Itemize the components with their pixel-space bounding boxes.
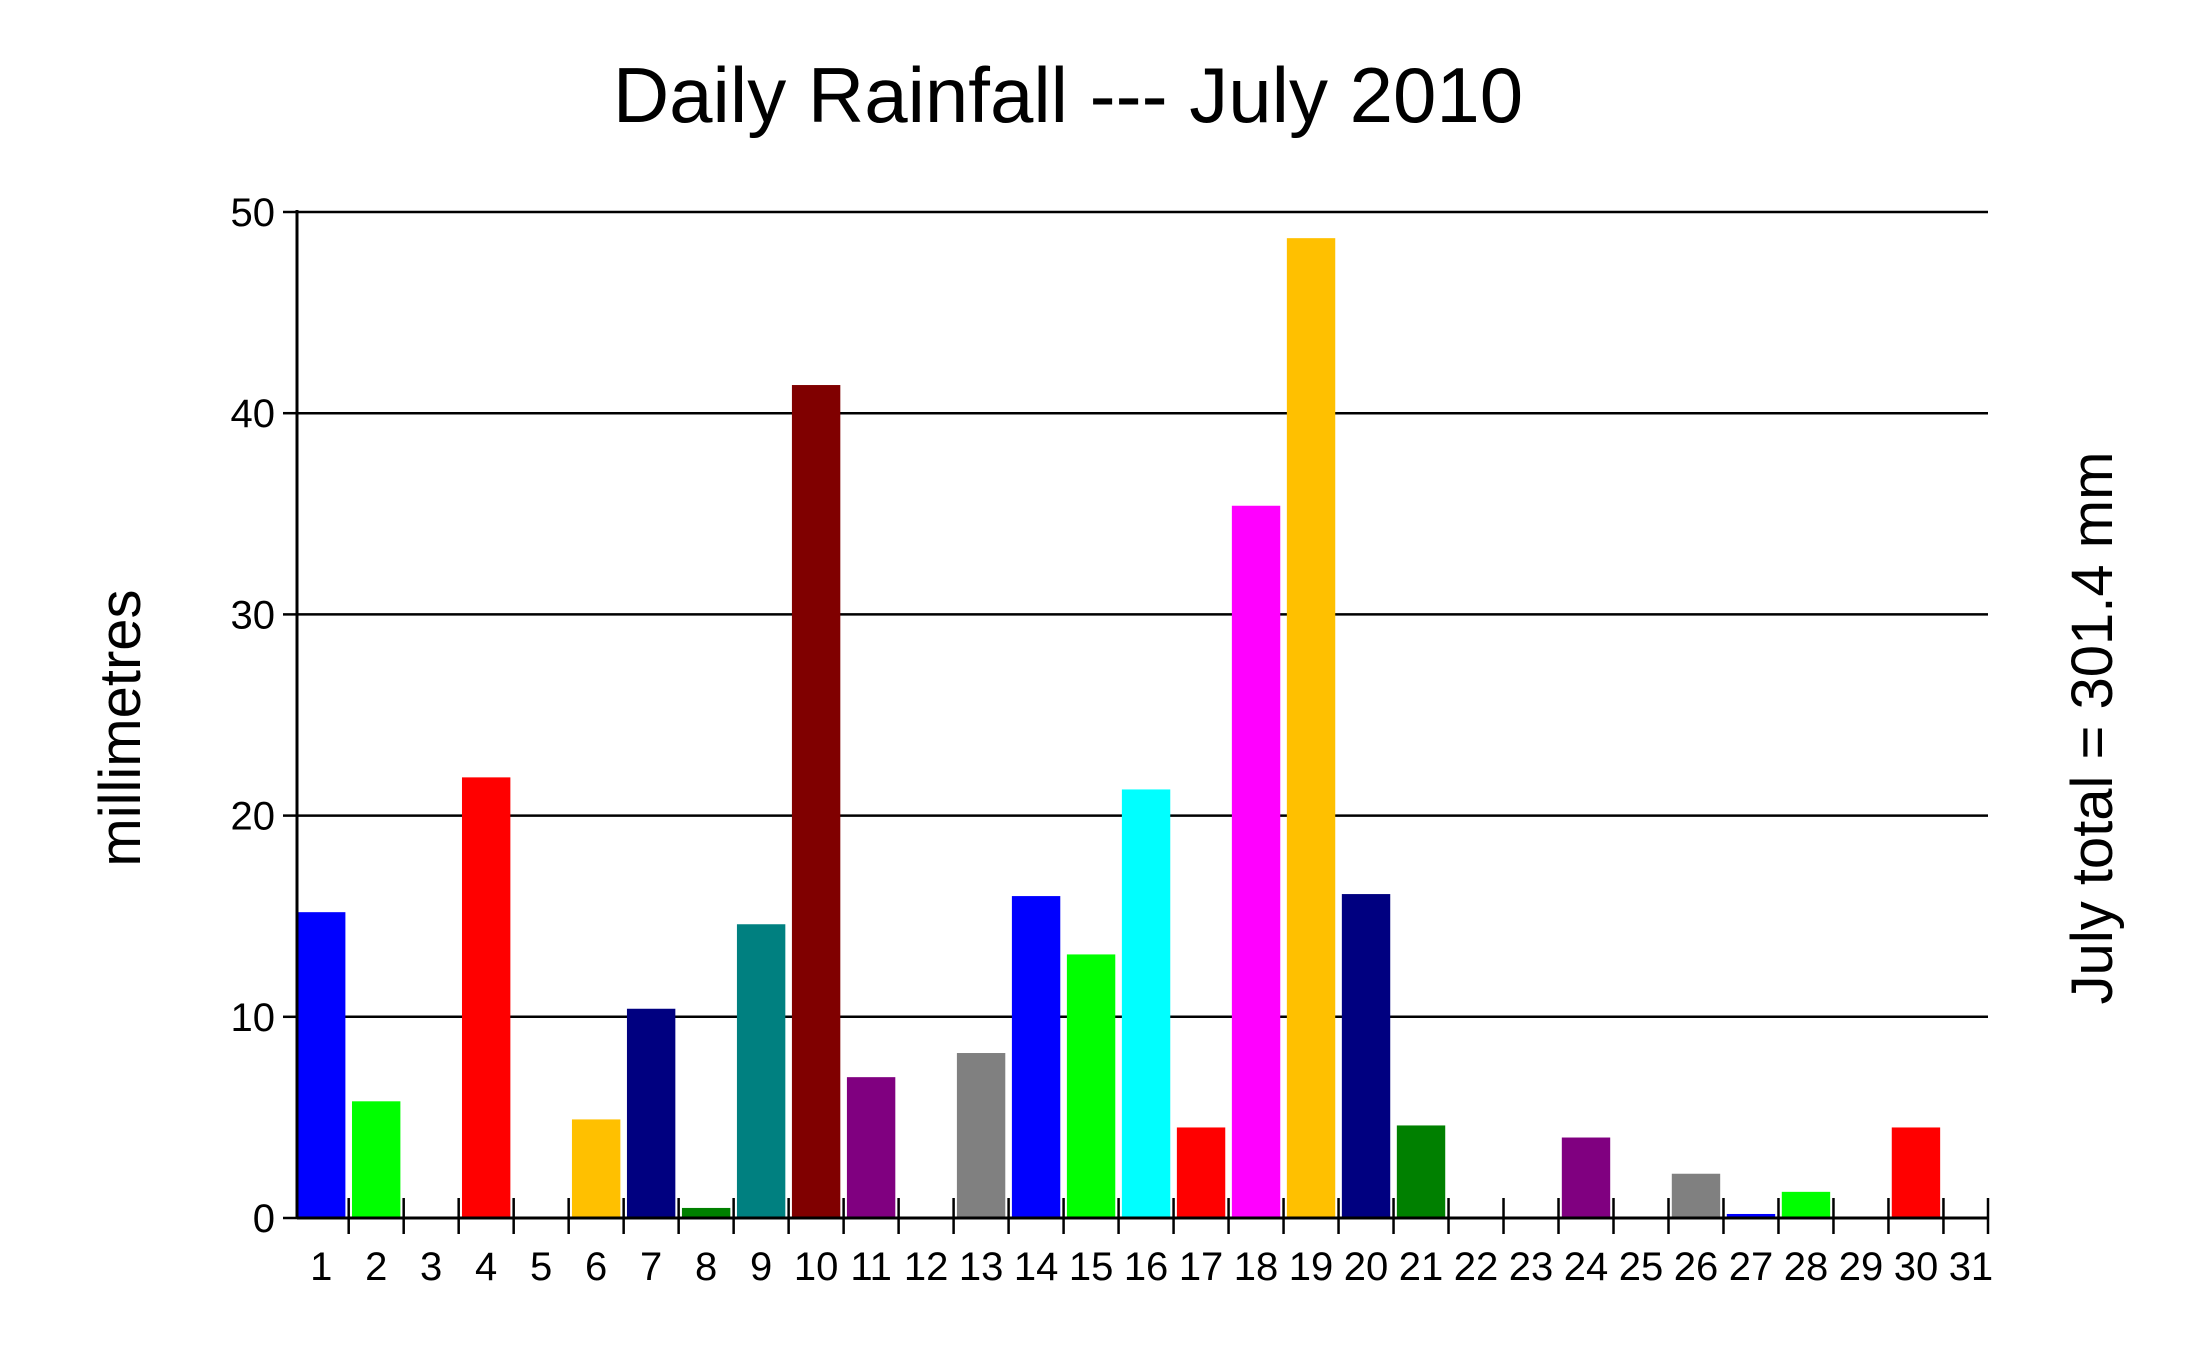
x-tick-label: 21 <box>1399 1245 1444 1289</box>
y-tick-label: 20 <box>231 795 276 839</box>
x-tick-label: 19 <box>1289 1245 1334 1289</box>
bar-day-21 <box>1396 1125 1446 1218</box>
x-tick-label: 15 <box>1069 1245 1114 1289</box>
gridlines <box>297 210 1988 1019</box>
x-tick-label: 10 <box>794 1245 839 1289</box>
bar-day-14 <box>1011 896 1061 1218</box>
x-tick-label: 14 <box>1014 1245 1059 1289</box>
bar-day-11 <box>846 1077 896 1218</box>
y-axis-label: millimetres <box>88 589 153 866</box>
x-tick-label: 24 <box>1564 1245 1609 1289</box>
side-note: July total = 301.4 mm <box>2060 452 2125 1005</box>
x-tick-label: 5 <box>530 1245 552 1289</box>
x-tick-label: 27 <box>1729 1245 1774 1289</box>
bar-day-17 <box>1176 1127 1226 1218</box>
x-tick-label: 1 <box>310 1245 332 1289</box>
bar-day-26 <box>1671 1173 1721 1218</box>
x-tick-label: 31 <box>1949 1245 1994 1289</box>
y-tick-label: 50 <box>231 191 276 235</box>
y-tick-label: 30 <box>231 593 276 637</box>
x-tick-label: 17 <box>1179 1245 1224 1289</box>
x-tick-label: 20 <box>1344 1245 1389 1289</box>
bar-day-20 <box>1341 894 1391 1218</box>
x-tick-label: 26 <box>1674 1245 1719 1289</box>
bar-day-18 <box>1231 505 1281 1218</box>
x-tick-label: 23 <box>1509 1245 1554 1289</box>
bar-day-7 <box>626 1008 676 1218</box>
x-tick-label: 25 <box>1619 1245 1664 1289</box>
bars <box>297 238 1941 1219</box>
bar-day-30 <box>1891 1127 1941 1218</box>
bar-day-16 <box>1121 789 1171 1218</box>
axes <box>283 210 1990 1234</box>
x-tick-label: 9 <box>750 1245 772 1289</box>
bar-day-10 <box>791 385 841 1219</box>
x-tick-label: 3 <box>420 1245 442 1289</box>
x-tick-labels: 1 2 3 4 5 6 7 8 9 10 11 12 13 14 15 16 17 18 19 20 21 22 23 24 2… <box>310 1245 1993 1289</box>
x-tick-label: 18 <box>1234 1245 1279 1289</box>
x-tick-label: 12 <box>904 1245 949 1289</box>
x-tick-label: 11 <box>850 1245 892 1289</box>
x-tick-label: 13 <box>959 1245 1004 1289</box>
bar-day-15 <box>1066 954 1116 1218</box>
x-tick-label: 7 <box>640 1245 662 1289</box>
bar-day-27 <box>1726 1213 1776 1218</box>
x-tick-label: 6 <box>585 1245 607 1289</box>
bar-day-28 <box>1781 1191 1831 1218</box>
x-tick-label: 22 <box>1454 1245 1499 1289</box>
bar-day-1 <box>297 912 346 1218</box>
bar-day-6 <box>571 1119 621 1218</box>
x-tick-label: 2 <box>365 1245 387 1289</box>
bar-day-19 <box>1286 238 1336 1218</box>
x-tick-label: 8 <box>695 1245 717 1289</box>
x-tick-label: 28 <box>1784 1245 1829 1289</box>
x-tick-label: 30 <box>1894 1245 1939 1289</box>
y-tick-label: 40 <box>231 392 276 436</box>
y-tick-labels: 0 10 20 30 40 50 <box>231 191 276 1241</box>
bar-day-2 <box>351 1101 401 1218</box>
x-tick-label: 4 <box>475 1245 497 1289</box>
bar-day-8 <box>681 1207 731 1218</box>
chart-title: Daily Rainfall --- July 2010 <box>613 51 1523 139</box>
bar-day-9 <box>736 924 786 1218</box>
bar-day-4 <box>461 777 511 1218</box>
y-tick-label: 10 <box>231 996 276 1040</box>
x-tick-label: 16 <box>1124 1245 1169 1289</box>
y-tick-label: 0 <box>253 1197 275 1241</box>
x-tick-label: 29 <box>1839 1245 1884 1289</box>
bar-day-24 <box>1561 1137 1611 1218</box>
bar-day-13 <box>956 1053 1006 1218</box>
